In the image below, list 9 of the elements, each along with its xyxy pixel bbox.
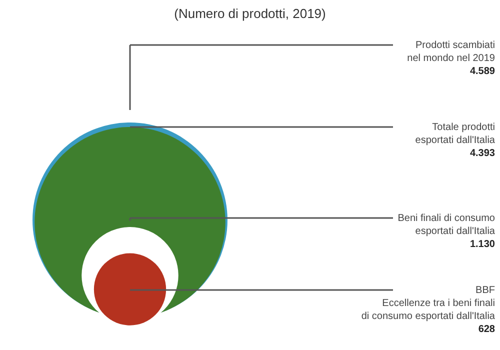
data-label: 1.130 [470, 239, 496, 250]
category-label: Beni finali di consumo esportati dall'Italia [398, 213, 496, 237]
category-label: Totale prodotti esportati dall'Italia [415, 122, 496, 146]
data-label: 4.589 [470, 66, 496, 77]
data-label: 4.393 [470, 148, 496, 159]
category-label: Prodotti scambiati nel mondo nel 2019 [407, 40, 496, 64]
data-label: 628 [478, 324, 496, 335]
text: (Numero di prodotti, 2019) [174, 6, 326, 21]
category-label: BBF Eccellenze tra i beni finali di consumo esportati dall'Italia [361, 285, 496, 322]
